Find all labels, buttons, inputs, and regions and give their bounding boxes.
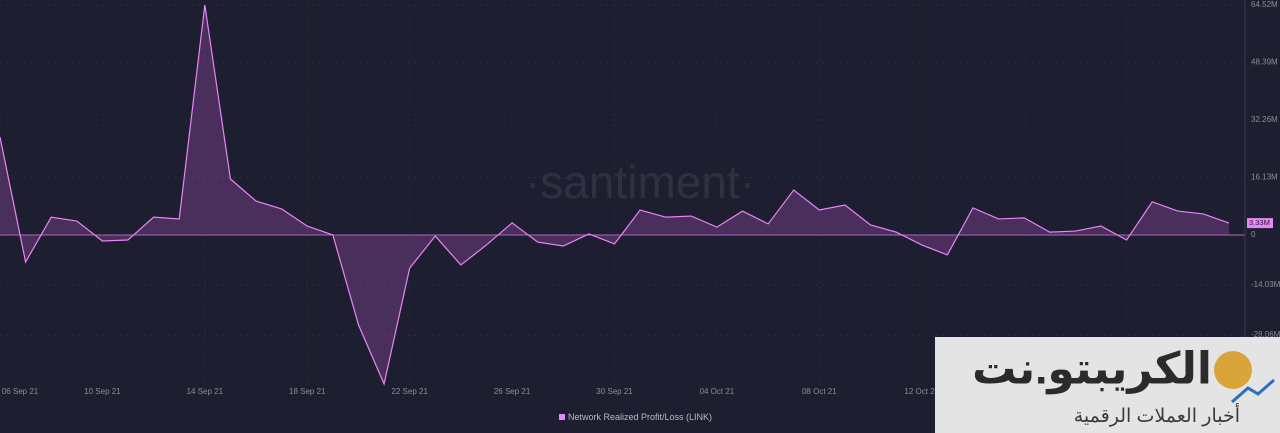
current-value-label: 3.33M <box>1249 218 1270 227</box>
current-value-tag <box>1247 218 1273 229</box>
y-tick-label: 48.39M <box>1251 58 1278 67</box>
x-tick-label: 22 Sep 21 <box>391 387 428 396</box>
x-tick-label: 04 Oct 21 <box>700 387 735 396</box>
logo-title: الكريبتو.نت <box>972 345 1212 395</box>
x-tick-label: 30 Sep 21 <box>596 387 633 396</box>
x-tick-label: 06 Sep 21 <box>2 387 39 396</box>
y-tick-label: 16.13M <box>1251 173 1278 182</box>
y-tick-label: -14.03M <box>1251 280 1280 289</box>
x-tick-label: 14 Sep 21 <box>187 387 224 396</box>
line <box>0 4 1230 386</box>
y-tick-label: 32.26M <box>1251 115 1278 124</box>
legend: Network Realized Profit/Loss (LINK) <box>559 412 712 422</box>
legend-label: Network Realized Profit/Loss (LINK) <box>568 412 712 422</box>
y-tick-label: 0 <box>1251 230 1256 239</box>
legend-swatch <box>559 414 565 420</box>
area <box>0 5 1229 384</box>
logo-arrow <box>1231 378 1275 404</box>
logo-overlay: الكريبتو.نت أخبار العملات الرقمية <box>935 337 1280 433</box>
logo-subtitle: أخبار العملات الرقمية <box>1074 403 1240 427</box>
x-tick-label: 18 Sep 21 <box>289 387 326 396</box>
y-tick-label: -28.06M <box>1251 330 1280 339</box>
logo-coin <box>1214 351 1252 389</box>
x-tick-label: 08 Oct 21 <box>802 387 837 396</box>
watermark: ·santiment· <box>525 156 755 208</box>
y-tick-label: 64.52M <box>1251 0 1278 9</box>
x-tick-label: 10 Sep 21 <box>84 387 121 396</box>
x-tick-label: 12 Oct 21 <box>904 387 939 396</box>
x-tick-label: 26 Sep 21 <box>494 387 531 396</box>
